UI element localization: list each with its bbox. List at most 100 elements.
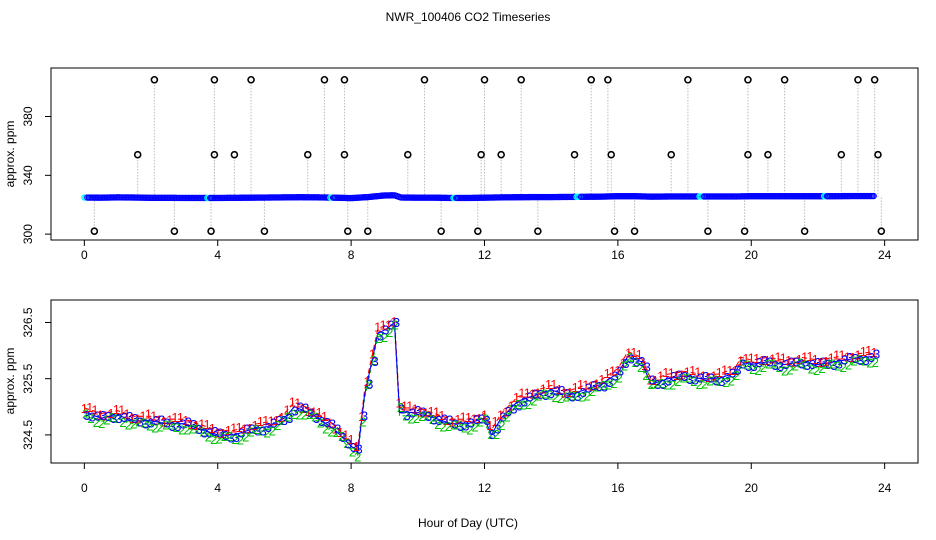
bottom-series-marker-2: 2 <box>450 418 457 433</box>
bottom-series-marker-2: 2 <box>728 374 735 389</box>
bottom-series-marker-1: 1 <box>347 432 354 447</box>
bottom-series-marker-1: 1 <box>604 366 611 381</box>
bottom-series-markers: 1231231231231231231231231231231231231231… <box>81 314 881 464</box>
bottom-series-marker-2: 2 <box>199 425 206 440</box>
bottom-series-marker-2: 2 <box>690 374 697 389</box>
bottom-series-marker-3: 3 <box>697 370 704 385</box>
bottom-series-marker-2: 2 <box>146 418 153 433</box>
bottom-series-marker-2: 2 <box>317 416 324 431</box>
bottom-series-marker-3: 3 <box>649 372 656 387</box>
bottom-x-tick-label: 8 <box>348 481 355 495</box>
top-spike-point <box>303 150 312 159</box>
bottom-series-marker-1: 1 <box>865 343 872 358</box>
bottom-series-marker-1: 1 <box>433 404 440 419</box>
bottom-series-marker-2: 2 <box>824 357 831 372</box>
bottom-series-marker-1: 1 <box>641 358 648 373</box>
bottom-series-marker-2: 2 <box>173 420 180 435</box>
bottom-series-marker-3: 3 <box>809 357 816 372</box>
bottom-series-marker-3: 3 <box>708 370 715 385</box>
bottom-series-marker-3: 3 <box>596 379 603 394</box>
x-axis-label: Hour of Day (UTC) <box>418 516 518 530</box>
bottom-series-marker-3: 3 <box>137 414 144 429</box>
bottom-series-marker-1: 1 <box>518 386 525 401</box>
bottom-series-marker-3: 3 <box>281 413 288 428</box>
figure-title: NWR_100406 CO2 Timeseries <box>386 10 551 24</box>
bottom-series-marker-2: 2 <box>311 410 318 425</box>
bottom-series-marker-3: 3 <box>420 404 427 419</box>
bottom-series-marker-3: 3 <box>473 412 480 427</box>
bottom-series-marker-1: 1 <box>91 402 98 417</box>
bottom-series-marker-2: 2 <box>781 363 788 378</box>
bottom-series-marker-3: 3 <box>644 360 651 375</box>
bottom-series-marker-3: 3 <box>350 440 357 455</box>
top-spike-point <box>854 75 862 84</box>
bottom-series-marker-2: 2 <box>482 412 489 427</box>
bottom-series-marker-1: 1 <box>353 439 360 454</box>
bottom-series-marker-1: 1 <box>844 350 851 365</box>
bottom-series-marker-2: 2 <box>408 411 415 426</box>
bottom-series-marker-2: 2 <box>514 397 521 412</box>
bottom-series-marker-3: 3 <box>302 401 309 416</box>
bottom-series-marker-1: 1 <box>219 426 226 441</box>
bottom-series-marker-1: 1 <box>470 411 477 426</box>
bottom-series-marker-1: 1 <box>806 349 813 364</box>
bottom-series-marker-3: 3 <box>590 378 597 393</box>
bottom-x-tick-label: 16 <box>611 481 625 495</box>
bottom-series-marker-1: 1 <box>822 354 829 369</box>
bottom-series-marker-1: 1 <box>486 418 493 433</box>
top-panel: 0 4 8 12 16 20 24 300 340 380 approx. ppm <box>3 67 919 262</box>
bottom-series-marker-3: 3 <box>99 408 106 423</box>
bottom-series-marker-2: 2 <box>749 362 756 377</box>
bottom-series-marker-3: 3 <box>665 374 672 389</box>
bottom-panel: 1231231231231231231231231231231231231231… <box>3 299 919 495</box>
bottom-series-marker-2: 2 <box>685 370 692 385</box>
bottom-series-marker-1: 1 <box>620 355 627 370</box>
bottom-series-marker-2: 2 <box>845 357 852 372</box>
bottom-series-marker-1: 1 <box>854 348 861 363</box>
bottom-series-marker-3: 3 <box>163 415 170 430</box>
bottom-series-marker-1: 1 <box>534 386 541 401</box>
bottom-series-marker-1: 1 <box>385 318 392 333</box>
bottom-series-marker-2: 2 <box>125 417 132 432</box>
bottom-series-marker-1: 1 <box>668 366 675 381</box>
bottom-series-marker-1: 1 <box>646 373 653 388</box>
bottom-series-marker-3: 3 <box>243 422 250 437</box>
bottom-series-marker-3: 3 <box>339 430 346 445</box>
bottom-series-marker-1: 1 <box>113 402 120 417</box>
bottom-series-marker-1: 1 <box>225 423 232 438</box>
bottom-series-marker-3: 3 <box>553 383 560 398</box>
bottom-series-marker-1: 1 <box>572 380 579 395</box>
bottom-series-marker-3: 3 <box>222 428 229 443</box>
bottom-series-marker-3: 3 <box>814 355 821 370</box>
top-x-tick-label: 8 <box>348 248 355 262</box>
bottom-series-marker-2: 2 <box>205 429 212 444</box>
bottom-series-marker-1: 1 <box>726 363 733 378</box>
bottom-series-marker-2: 2 <box>818 361 825 376</box>
bottom-series-marker-1: 1 <box>294 396 301 411</box>
bottom-series-marker-2: 2 <box>504 409 511 424</box>
bottom-plot-frame <box>50 299 919 464</box>
bottom-series-marker-2: 2 <box>840 360 847 375</box>
bottom-series-marker-1: 1 <box>625 346 632 361</box>
bottom-series-marker-2: 2 <box>109 410 116 425</box>
bottom-series-marker-1: 1 <box>251 418 258 433</box>
bottom-series-marker-1: 1 <box>203 417 210 432</box>
bottom-series-marker-1: 1 <box>662 365 669 380</box>
top-spike-point <box>800 227 809 235</box>
bottom-series-marker-1: 1 <box>769 351 776 366</box>
top-spike-point <box>780 75 789 84</box>
bottom-series-marker-2: 2 <box>135 415 142 430</box>
bottom-series-marker-1: 1 <box>657 368 664 383</box>
bottom-series-marker-3: 3 <box>798 356 805 371</box>
bottom-series-marker-2: 2 <box>584 388 591 403</box>
bottom-series-marker-1: 1 <box>780 351 787 366</box>
bottom-series-marker-2: 2 <box>392 318 399 333</box>
bottom-series-marker-3: 3 <box>227 430 234 445</box>
bottom-series-marker-1: 1 <box>817 355 824 370</box>
bottom-series-marker-2: 2 <box>365 377 372 392</box>
bottom-series-marker-2: 2 <box>269 424 276 439</box>
bottom-series-marker-3: 3 <box>323 415 330 430</box>
bottom-series-marker-2: 2 <box>562 390 569 405</box>
bottom-y-tick-label: 326.5 <box>21 307 35 337</box>
bottom-series-marker-3: 3 <box>804 358 811 373</box>
